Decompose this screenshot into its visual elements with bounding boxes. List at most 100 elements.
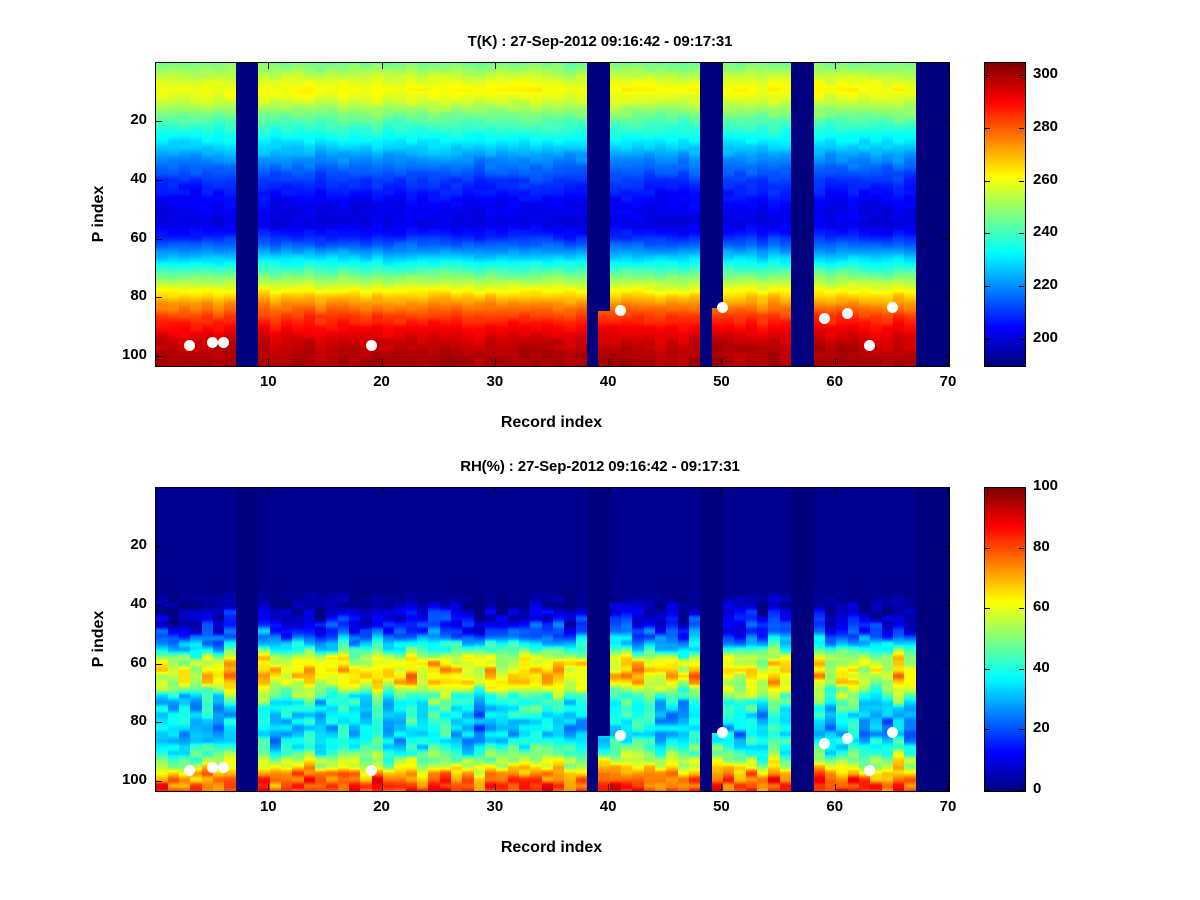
colorbar-tick [1019,338,1024,340]
y-tick-label: 40 [130,169,147,187]
y-tick-label: 20 [130,535,147,553]
colorbar-relative-humidity [984,487,1026,792]
y-tick-label: 80 [130,287,147,305]
y-tick [942,356,948,358]
data-marker [841,307,853,319]
data-marker [184,764,196,776]
colorbar-tick [1019,668,1024,670]
colorbar-tick-label: 260 [1033,170,1059,188]
heatmap-relative-humidity [156,488,949,791]
colorbar-tick-label: 0 [1033,780,1042,797]
y-tick [942,545,948,547]
x-tick-label: 10 [259,373,277,390]
x-tick [834,359,836,365]
colorbar-tick [1019,487,1024,488]
colorbar-tick [985,790,990,791]
axes-temperature [155,62,950,367]
y-tick [942,722,948,724]
colorbar-tick [1019,75,1024,77]
x-tick-label: 30 [486,798,504,815]
x-tick [948,359,949,365]
data-marker [864,339,876,351]
colorbar-tick [985,547,990,549]
x-tick-label: 40 [599,798,617,815]
colorbar-tick-label: 300 [1033,65,1059,83]
y-tick [156,356,162,358]
colorbar-tick [985,285,990,287]
y-tick [942,297,948,299]
colorbar-tick [1019,285,1024,287]
y-tick [942,781,948,783]
x-tick [268,784,270,790]
y-tick [942,604,948,606]
colorbar-tick-label: 100 [1033,477,1059,494]
data-marker [614,729,626,741]
y-tick [156,238,162,240]
colorbar-tick [985,233,990,235]
x-tick-label: 30 [486,373,504,390]
y-tick-label: 60 [130,653,147,671]
data-marker [365,764,377,776]
x-tick [721,63,723,69]
data-marker [864,764,876,776]
x-tick-label: 50 [713,373,730,390]
data-marker [818,313,830,325]
x-tick [721,359,723,365]
colorbar-tick [985,180,990,182]
data-marker [184,339,196,351]
x-tick [721,784,723,790]
y-tick [156,179,162,181]
x-tick-label: 70 [939,373,957,390]
axis-label-x-temperature: Record index [500,414,603,431]
colorbar-tick-label: 80 [1033,537,1050,555]
y-tick [156,604,162,606]
data-marker [207,761,219,773]
x-tick [381,784,383,790]
x-tick [948,63,949,69]
y-tick [156,663,162,665]
heatmap-temperature [156,63,949,366]
x-tick-label: 20 [373,373,390,390]
x-tick-label: 70 [939,798,957,815]
x-tick [608,488,610,494]
x-tick-label: 50 [713,798,730,815]
x-tick-label: 60 [826,798,844,815]
data-marker [218,761,230,773]
x-tick-label: 40 [599,373,617,390]
colorbar-tick [985,127,990,129]
data-marker [365,339,377,351]
colorbar-tick [985,729,990,731]
data-marker [818,738,830,750]
colorbar-tick-label: 220 [1033,275,1059,293]
x-tick [381,359,383,365]
y-tick-label: 60 [130,228,147,246]
y-tick [942,179,948,181]
data-marker [218,336,230,348]
x-tick [268,63,270,69]
axes-relative-humidity [155,487,950,792]
y-tick [156,120,162,122]
colorbar-temperature [984,62,1026,367]
y-tick [156,545,162,547]
x-tick [268,359,270,365]
y-tick-label: 20 [130,110,147,128]
axis-label-y-relative-humidity: P index [90,610,107,668]
x-tick [948,784,949,790]
y-tick [942,238,948,240]
y-tick [156,722,162,724]
marker-layer-temperature [156,63,949,366]
y-tick-label: 100 [121,346,147,364]
colorbar-tick [1019,180,1024,182]
panel-title-relative-humidity: RH(%) : 27-Sep-2012 09:16:42 - 09:17:31 [460,458,740,475]
x-tick [494,359,496,365]
x-tick [948,488,949,494]
colorbar-tick [985,668,990,670]
data-marker [886,301,898,313]
x-tick [381,488,383,494]
colorbar-gradient-temperature [985,63,1025,366]
marker-layer-relative-humidity [156,488,949,791]
axis-label-x-relative-humidity: Record index [500,839,603,856]
colorbar-tick [1019,547,1024,549]
data-marker [716,301,728,313]
colorbar-tick [1019,729,1024,731]
